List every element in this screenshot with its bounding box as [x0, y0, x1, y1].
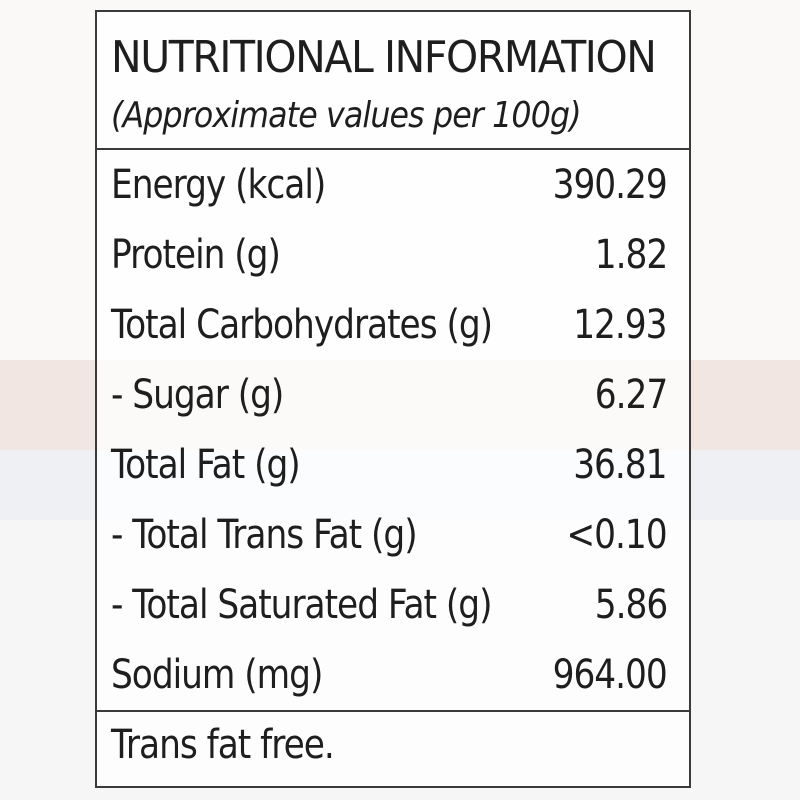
nutrient-name: Total Carbohydrates (g) — [111, 302, 493, 348]
nutrient-value: 1.82 — [594, 232, 669, 278]
nutrition-label: NUTRITIONAL INFORMATION (Approximate val… — [95, 10, 691, 788]
nutrient-row-carbohydrates: Total Carbohydrates (g) 12.93 — [97, 290, 689, 360]
nutrient-value: 6.27 — [594, 372, 669, 418]
nutrient-name: Total Fat (g) — [111, 442, 301, 488]
nutrient-name: Protein (g) — [111, 232, 281, 278]
nutrient-table: Energy (kcal) 390.29 Protein (g) 1.82 To… — [97, 150, 689, 710]
label-subtitle: (Approximate values per 100g) — [111, 95, 582, 136]
nutrient-row-sugar: - Sugar (g) 6.27 — [97, 360, 689, 430]
nutrient-value: 12.93 — [573, 302, 668, 348]
label-title: NUTRITIONAL INFORMATION — [111, 32, 657, 83]
nutrient-row-energy: Energy (kcal) 390.29 — [97, 150, 689, 220]
nutrient-value: 390.29 — [552, 162, 668, 208]
footer-note: Trans fat free. — [111, 722, 335, 768]
nutrient-value: 36.81 — [573, 442, 668, 488]
nutrient-row-trans-fat: - Total Trans Fat (g) <0.10 — [97, 500, 689, 570]
nutrient-value: 964.00 — [552, 652, 668, 698]
nutrient-row-saturated-fat: - Total Saturated Fat (g) 5.86 — [97, 570, 689, 640]
label-header: NUTRITIONAL INFORMATION (Approximate val… — [97, 12, 689, 150]
nutrient-row-protein: Protein (g) 1.82 — [97, 220, 689, 290]
nutrient-row-total-fat: Total Fat (g) 36.81 — [97, 430, 689, 500]
label-footer: Trans fat free. — [97, 710, 689, 788]
nutrient-value: <0.10 — [566, 512, 668, 558]
nutrient-name: - Total Trans Fat (g) — [111, 512, 418, 558]
nutrient-name: - Total Saturated Fat (g) — [111, 582, 493, 628]
nutrient-name: Sodium (mg) — [111, 652, 323, 698]
nutrient-row-sodium: Sodium (mg) 964.00 — [97, 640, 689, 710]
nutrient-name: - Sugar (g) — [111, 372, 284, 418]
nutrient-value: 5.86 — [594, 582, 669, 628]
nutrient-name: Energy (kcal) — [111, 162, 326, 208]
